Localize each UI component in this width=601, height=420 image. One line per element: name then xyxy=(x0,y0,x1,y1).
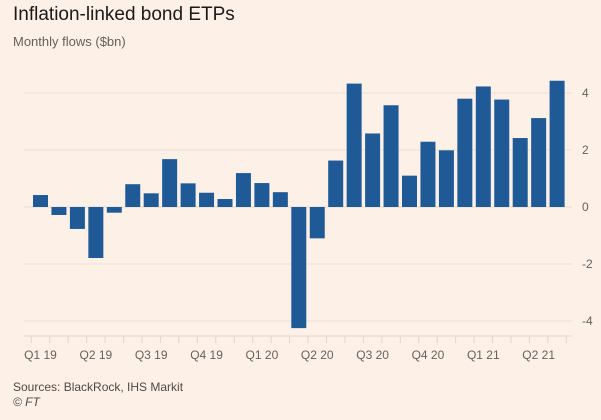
x-tick-label: Q2 21 xyxy=(522,348,555,362)
bar xyxy=(199,192,215,207)
bar xyxy=(69,207,85,229)
bar xyxy=(512,138,528,207)
x-tick-label: Q1 21 xyxy=(467,348,500,362)
x-tick-label: Q1 19 xyxy=(24,348,57,362)
bar xyxy=(531,118,547,207)
bar xyxy=(328,160,344,207)
bar xyxy=(106,207,122,213)
x-tick-label: Q2 20 xyxy=(301,348,334,362)
bar xyxy=(272,192,288,207)
bar xyxy=(254,183,270,207)
bar xyxy=(217,199,233,207)
x-tick-label: Q3 19 xyxy=(135,348,168,362)
bar xyxy=(51,207,67,215)
y-tick-label: 0 xyxy=(582,200,589,214)
x-tick-label: Q3 20 xyxy=(356,348,389,362)
bar xyxy=(457,98,473,207)
bar xyxy=(180,183,196,207)
chart-subtitle: Monthly flows ($bn) xyxy=(13,34,126,49)
bar xyxy=(365,133,381,207)
bar xyxy=(494,99,510,207)
y-tick-label: -4 xyxy=(582,314,593,328)
bar xyxy=(33,195,48,207)
y-tick-label: -2 xyxy=(582,257,593,271)
chart-title: Inflation-linked bond ETPs xyxy=(13,4,235,25)
bar xyxy=(309,207,325,239)
copyright-credit: © FT xyxy=(13,395,40,409)
x-tick-label: Q1 20 xyxy=(246,348,279,362)
bar xyxy=(420,141,436,207)
bar xyxy=(438,150,454,207)
y-tick-label: 4 xyxy=(582,86,589,100)
y-tick-label: 2 xyxy=(582,143,589,157)
x-tick-label: Q4 20 xyxy=(412,348,445,362)
bar xyxy=(143,193,159,207)
bar xyxy=(125,184,141,207)
bar xyxy=(346,83,362,207)
bar xyxy=(88,207,104,259)
source-note: Sources: BlackRock, IHS Markit xyxy=(13,380,184,394)
bar xyxy=(475,86,491,207)
bar xyxy=(402,175,417,207)
bar xyxy=(235,173,251,207)
bar xyxy=(162,159,178,207)
bar xyxy=(549,80,565,207)
bar xyxy=(383,105,399,207)
x-tick-label: Q4 19 xyxy=(190,348,223,362)
bar xyxy=(291,207,307,329)
x-tick-label: Q2 19 xyxy=(79,348,112,362)
